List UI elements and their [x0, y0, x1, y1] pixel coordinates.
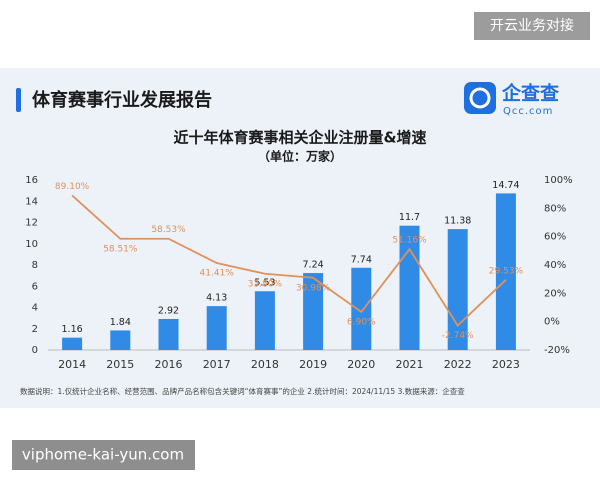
watermark-box: [474, 12, 590, 40]
bar: [62, 337, 83, 350]
y-tick-label: 16: [25, 175, 38, 186]
line-label: 33.80%: [248, 279, 283, 289]
logo-text: 企查查: [501, 82, 560, 105]
bar: [351, 267, 372, 350]
bar: [303, 273, 324, 350]
bar-label: 4.13: [206, 293, 227, 304]
x-tick-label: 2016: [155, 358, 183, 371]
growth-line: [71, 194, 507, 327]
logo-ring: [469, 87, 491, 109]
bar-label: 2.92: [158, 305, 179, 316]
y-tick-label: 6: [32, 281, 38, 292]
footnote: 数据说明：1.仅统计企业名称、经营范围、品牌产品名称包含关键词“体育赛事”的企业…: [20, 386, 465, 396]
x-tick-label: 2022: [444, 358, 472, 371]
x-tick-label: 2017: [203, 358, 231, 371]
y2-tick-label: 100%: [544, 175, 573, 186]
watermark: viphome-kai-yun.com: [22, 446, 184, 464]
y-tick-label: 12: [25, 218, 38, 229]
x-tick-label: 2021: [396, 358, 424, 371]
bar-label: 11.38: [444, 216, 471, 227]
x-tick-label: 2018: [251, 358, 279, 371]
y2-tick-label: 60%: [544, 232, 566, 243]
y2-tick-label: 80%: [544, 203, 566, 214]
logo-icon: [464, 82, 496, 114]
bar-label: 5.53: [254, 278, 275, 289]
y-tick-label: 2: [32, 324, 38, 335]
bar: [254, 291, 275, 350]
watermark-box: [12, 440, 195, 470]
x-tick-label: 2023: [492, 358, 520, 371]
y-tick-label: 8: [32, 260, 38, 271]
y-tick-label: 10: [25, 239, 38, 250]
y2-tick-label: 40%: [544, 260, 566, 271]
line-label: 89.10%: [55, 182, 90, 192]
line-label: 58.51%: [103, 244, 138, 254]
bar: [495, 193, 516, 350]
chart-subtitle: （单位：万家）: [258, 149, 342, 164]
x-tick-label: 2014: [58, 358, 86, 371]
watermark: 开云业务对接: [490, 17, 574, 34]
y2-tick-label: -20%: [544, 345, 570, 356]
line-label: 51.16%: [392, 236, 427, 246]
y-tick-label: 0: [32, 345, 38, 356]
line-label: 29.53%: [489, 266, 524, 276]
bar-label: 11.7: [399, 212, 420, 223]
y-tick-label: 14: [25, 196, 38, 207]
chart-title: 近十年体育赛事相关企业注册量&增速: [173, 129, 426, 147]
bar: [110, 330, 131, 350]
bar: [158, 318, 179, 350]
logo-sub: Qcc.com: [503, 106, 553, 117]
x-tick-label: 2019: [299, 358, 327, 371]
x-tick-label: 2020: [347, 358, 375, 371]
bar-label: 1.84: [110, 317, 131, 328]
bar-label: 14.74: [492, 180, 519, 191]
line-label: 30.98%: [296, 283, 331, 293]
line-label: -2.74%: [442, 331, 474, 341]
line-label: 58.53%: [151, 225, 186, 235]
header-title: 体育赛事行业发展报告: [32, 89, 212, 111]
y2-tick-label: 20%: [544, 288, 566, 299]
bar-label: 7.74: [351, 254, 372, 265]
y2-tick-label: 0%: [544, 317, 560, 328]
y-tick-label: 4: [32, 303, 38, 314]
line-label: 41.41%: [200, 269, 235, 279]
header-accent: [16, 88, 21, 112]
x-tick-label: 2015: [106, 358, 134, 371]
bar-label: 7.24: [303, 260, 324, 271]
bar-label: 1.16: [62, 324, 83, 335]
line-label: 6.90%: [347, 317, 376, 327]
bar: [206, 306, 227, 350]
